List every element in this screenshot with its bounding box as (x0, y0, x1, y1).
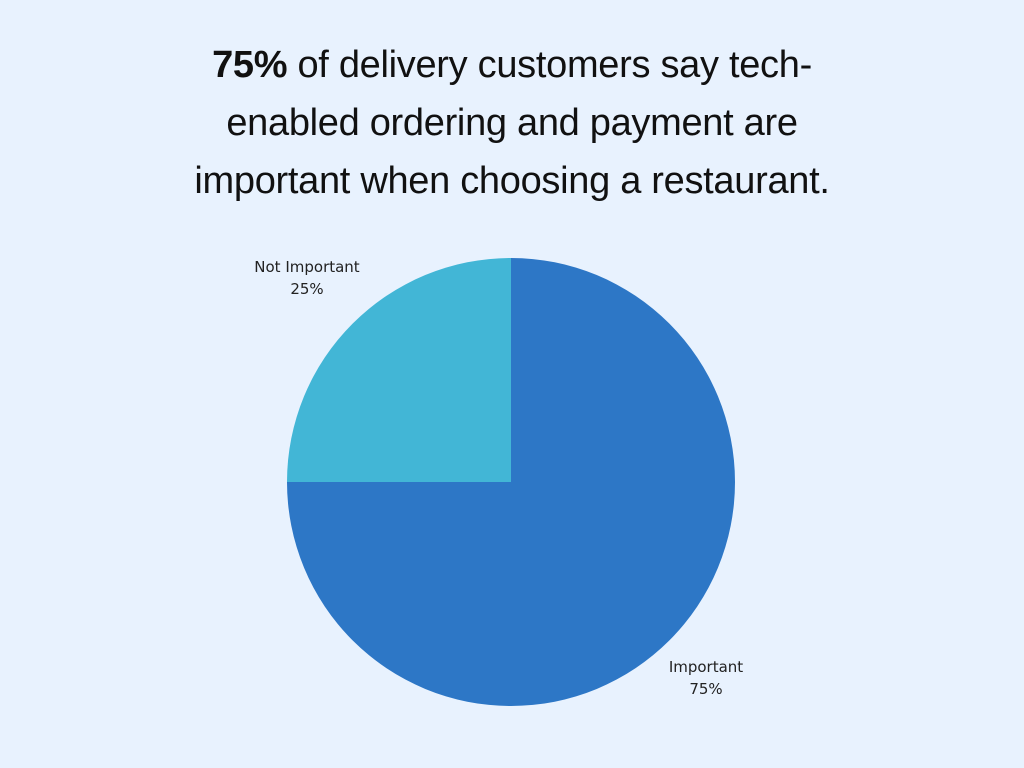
title-line-2: enabled ordering and payment are (226, 102, 798, 144)
title-line-1: of delivery customers say tech- (287, 44, 812, 86)
chart-title: 75% of delivery customers say tech- enab… (60, 36, 964, 210)
title-line-3: important when choosing a restaurant. (194, 160, 830, 202)
label-important-name: Important (668, 658, 744, 676)
slice-not-important (287, 258, 511, 482)
label-not-important: Not Important 25% (232, 256, 382, 300)
label-not-important-name: Not Important (254, 258, 360, 276)
title-highlight: 75% (212, 44, 288, 86)
label-not-important-value: 25% (290, 280, 324, 298)
label-important: Important 75% (646, 656, 766, 700)
label-important-value: 75% (689, 680, 723, 698)
